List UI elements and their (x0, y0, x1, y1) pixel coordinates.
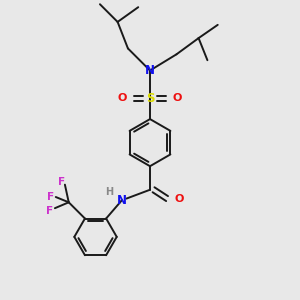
Text: F: F (47, 192, 54, 202)
Text: F: F (58, 177, 65, 187)
Text: F: F (46, 206, 53, 216)
Text: N: N (145, 64, 155, 77)
Text: S: S (146, 92, 154, 105)
Text: O: O (174, 194, 184, 204)
Text: O: O (173, 94, 182, 103)
Text: O: O (118, 94, 127, 103)
Text: N: N (117, 194, 127, 207)
Text: H: H (106, 187, 114, 197)
